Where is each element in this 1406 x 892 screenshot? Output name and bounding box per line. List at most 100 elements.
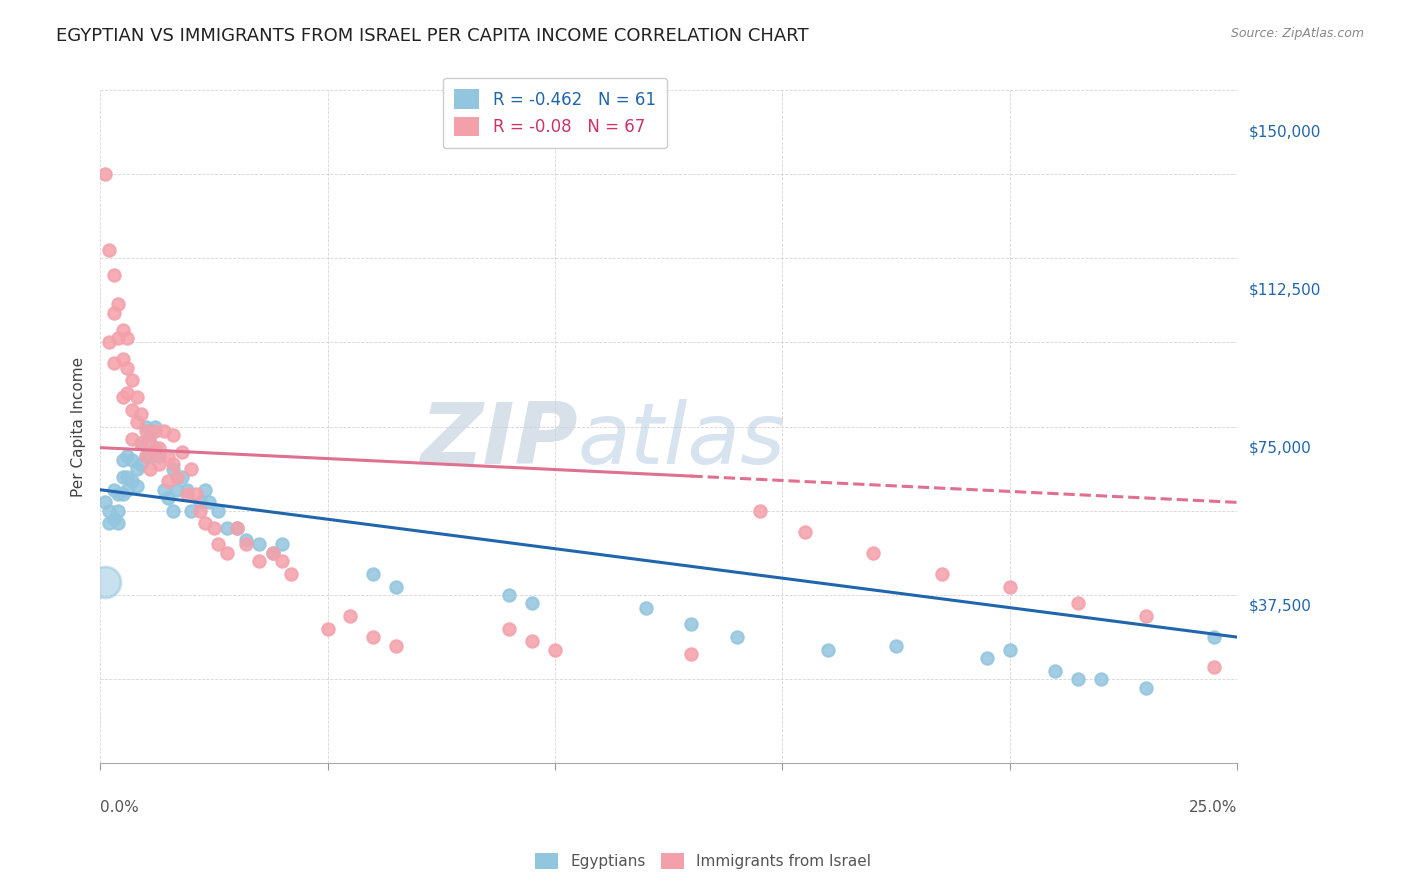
Point (121, 432, 143, 446)
Point (129, 436, 152, 450)
Point (498, 622, 520, 636)
Text: 0.0%: 0.0% (100, 799, 139, 814)
Point (125, 416, 148, 430)
Point (107, 487, 129, 501)
Point (121, 453, 143, 467)
Text: Source: ZipAtlas.com: Source: ZipAtlas.com (1230, 27, 1364, 40)
Point (235, 537, 257, 551)
Point (170, 445, 193, 459)
Point (111, 487, 134, 501)
Point (202, 521, 225, 535)
Point (125, 390, 148, 404)
Point (544, 642, 567, 657)
Point (748, 504, 770, 518)
Point (117, 483, 139, 497)
Point (157, 449, 180, 463)
Point (98, 243, 121, 257)
Point (111, 390, 134, 404)
Point (107, 516, 129, 531)
Point (103, 512, 125, 526)
Point (1067, 672, 1090, 686)
Point (111, 323, 134, 337)
Point (125, 461, 148, 475)
Point (153, 483, 176, 497)
Point (280, 566, 302, 581)
Point (162, 461, 184, 475)
Point (129, 458, 152, 472)
Point (98, 335, 121, 350)
Point (998, 642, 1021, 657)
Point (157, 475, 180, 489)
Point (931, 566, 953, 581)
Point (111, 470, 134, 484)
Point (166, 483, 188, 497)
Text: 25.0%: 25.0% (1189, 799, 1237, 814)
Point (93, 32, 115, 46)
Point (225, 521, 247, 535)
Point (162, 428, 184, 442)
Text: ZIP: ZIP (420, 399, 578, 482)
Point (180, 461, 202, 475)
Point (103, 306, 125, 320)
Point (170, 470, 193, 484)
Point (117, 385, 139, 400)
Point (725, 630, 748, 644)
Point (235, 533, 257, 548)
Point (794, 524, 817, 539)
Point (498, 588, 520, 602)
Point (862, 546, 884, 560)
Point (117, 331, 139, 345)
Point (103, 483, 125, 497)
Point (139, 461, 162, 475)
Legend: Egyptians, Immigrants from Israel: Egyptians, Immigrants from Israel (529, 847, 877, 875)
Point (247, 537, 270, 551)
Point (188, 495, 211, 509)
Point (271, 554, 294, 568)
Point (121, 373, 143, 387)
Point (384, 639, 406, 653)
Point (162, 504, 184, 518)
Point (93, 495, 115, 509)
Point (143, 441, 166, 455)
Point (817, 642, 839, 657)
Point (111, 453, 134, 467)
Point (143, 445, 166, 459)
Point (93, 575, 115, 590)
Point (1045, 664, 1067, 678)
Point (681, 617, 703, 632)
Point (166, 470, 188, 484)
Point (148, 458, 170, 472)
Text: EGYPTIAN VS IMMIGRANTS FROM ISRAEL PER CAPITA INCOME CORRELATION CHART: EGYPTIAN VS IMMIGRANTS FROM ISRAEL PER C… (56, 27, 808, 45)
Point (129, 436, 152, 450)
Point (1067, 596, 1090, 610)
Point (135, 449, 157, 463)
Point (111, 352, 134, 367)
Point (129, 407, 152, 421)
Point (198, 495, 221, 509)
Point (207, 537, 229, 551)
Point (98, 516, 121, 531)
Point (98, 504, 121, 518)
Point (194, 483, 217, 497)
Point (194, 516, 217, 531)
Point (176, 483, 198, 497)
Point (139, 428, 162, 442)
Point (103, 268, 125, 282)
Legend: R = -0.462   N = 61, R = -0.08   N = 67: R = -0.462 N = 61, R = -0.08 N = 67 (443, 78, 668, 148)
Point (117, 449, 139, 463)
Point (262, 546, 284, 560)
Point (225, 521, 247, 535)
Point (681, 647, 703, 661)
Point (188, 504, 211, 518)
Point (139, 449, 162, 463)
Text: $150,000: $150,000 (1249, 124, 1320, 139)
Point (148, 449, 170, 463)
Point (176, 487, 198, 501)
Point (976, 651, 998, 665)
Point (162, 458, 184, 472)
Point (135, 449, 157, 463)
Point (207, 504, 229, 518)
Text: $37,500: $37,500 (1249, 598, 1312, 613)
Point (143, 424, 166, 438)
Text: $112,500: $112,500 (1249, 282, 1320, 297)
